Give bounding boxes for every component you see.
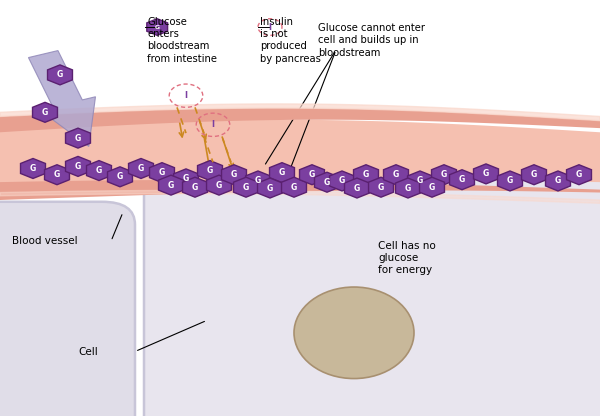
Polygon shape	[419, 177, 445, 197]
Polygon shape	[221, 165, 247, 185]
Text: G: G	[531, 170, 537, 179]
Text: G: G	[207, 166, 213, 175]
Polygon shape	[173, 169, 199, 189]
Polygon shape	[182, 177, 208, 197]
Text: G: G	[117, 172, 123, 181]
Text: Glucose cannot enter
cell and builds up in
bloodstream: Glucose cannot enter cell and builds up …	[318, 23, 425, 58]
Text: G: G	[279, 168, 285, 177]
Text: G: G	[96, 166, 102, 175]
Polygon shape	[233, 177, 259, 197]
Polygon shape	[0, 180, 600, 200]
Text: G: G	[555, 176, 561, 186]
Polygon shape	[449, 170, 475, 190]
Text: Insulin
is not
produced
by pancreas: Insulin is not produced by pancreas	[260, 17, 320, 64]
Text: Blood vessel: Blood vessel	[12, 236, 77, 246]
Text: G: G	[309, 170, 315, 179]
Polygon shape	[20, 158, 46, 178]
Text: G: G	[255, 176, 261, 186]
Text: G: G	[30, 164, 36, 173]
Polygon shape	[0, 120, 600, 190]
Text: I: I	[185, 91, 187, 100]
Text: G: G	[354, 183, 360, 193]
Text: Glucose
enters
bloodstream
from intestine: Glucose enters bloodstream from intestin…	[147, 17, 217, 64]
Text: G: G	[576, 170, 582, 179]
Polygon shape	[353, 165, 379, 185]
Ellipse shape	[294, 287, 414, 379]
Text: G: G	[183, 174, 189, 183]
Polygon shape	[158, 175, 184, 195]
Text: G: G	[459, 175, 465, 184]
Polygon shape	[521, 165, 547, 185]
Text: G: G	[378, 183, 384, 192]
Text: G: G	[429, 183, 435, 192]
Text: G: G	[417, 176, 423, 186]
Text: G: G	[324, 178, 330, 187]
Polygon shape	[257, 178, 283, 198]
Polygon shape	[44, 165, 70, 185]
Polygon shape	[299, 165, 325, 185]
Text: G: G	[168, 181, 174, 190]
Polygon shape	[28, 51, 95, 146]
Polygon shape	[32, 102, 58, 122]
Text: I: I	[212, 120, 215, 129]
Polygon shape	[329, 171, 355, 191]
Polygon shape	[86, 161, 112, 181]
Text: G: G	[393, 170, 399, 179]
Polygon shape	[545, 171, 571, 191]
Text: G: G	[339, 176, 345, 186]
Text: G: G	[192, 183, 198, 192]
Text: G: G	[159, 168, 165, 177]
Polygon shape	[395, 178, 421, 198]
Text: Cell: Cell	[78, 347, 98, 357]
Text: G: G	[231, 170, 237, 179]
Polygon shape	[197, 161, 223, 181]
Polygon shape	[314, 172, 340, 192]
Text: G: G	[441, 170, 447, 179]
Polygon shape	[47, 65, 73, 85]
Text: G: G	[267, 183, 273, 193]
Polygon shape	[407, 171, 433, 191]
Text: G: G	[54, 170, 60, 179]
Text: G: G	[216, 181, 222, 190]
Polygon shape	[431, 165, 457, 185]
Text: G: G	[75, 162, 81, 171]
Polygon shape	[147, 19, 167, 35]
FancyBboxPatch shape	[0, 202, 135, 416]
Polygon shape	[368, 177, 394, 197]
Text: G: G	[243, 183, 249, 192]
Polygon shape	[107, 167, 133, 187]
FancyBboxPatch shape	[144, 162, 600, 416]
Text: I: I	[269, 22, 271, 32]
Text: G: G	[42, 108, 48, 117]
Polygon shape	[344, 178, 370, 198]
Polygon shape	[566, 165, 592, 185]
Polygon shape	[65, 128, 91, 148]
Polygon shape	[473, 164, 499, 184]
Polygon shape	[0, 108, 600, 132]
Polygon shape	[128, 158, 154, 178]
Polygon shape	[383, 165, 409, 185]
Text: G: G	[57, 70, 63, 79]
Text: G: G	[507, 176, 513, 186]
Text: G: G	[75, 134, 81, 143]
Text: G: G	[155, 25, 160, 30]
Text: G: G	[363, 170, 369, 179]
Polygon shape	[245, 171, 271, 191]
Polygon shape	[497, 171, 523, 191]
Text: G: G	[483, 169, 489, 178]
Polygon shape	[269, 163, 295, 183]
Polygon shape	[281, 177, 307, 197]
Text: Cell has no
glucose
for energy: Cell has no glucose for energy	[378, 240, 436, 275]
Polygon shape	[206, 175, 232, 195]
Polygon shape	[149, 163, 175, 183]
Text: G: G	[405, 183, 411, 193]
Text: G: G	[138, 164, 144, 173]
Polygon shape	[65, 156, 91, 176]
Text: G: G	[291, 183, 297, 192]
